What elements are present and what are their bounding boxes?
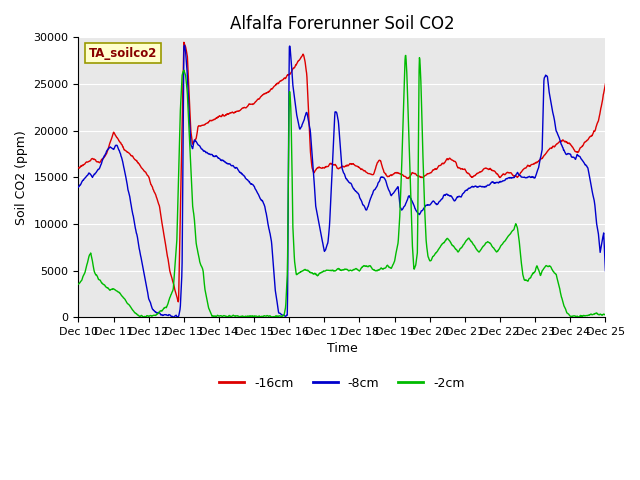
Y-axis label: Soil CO2 (ppm): Soil CO2 (ppm)	[15, 130, 28, 225]
Title: Alfalfa Forerunner Soil CO2: Alfalfa Forerunner Soil CO2	[230, 15, 454, 33]
X-axis label: Time: Time	[326, 342, 357, 356]
Text: TA_soilco2: TA_soilco2	[89, 47, 157, 60]
Legend: -16cm, -8cm, -2cm: -16cm, -8cm, -2cm	[214, 372, 469, 395]
